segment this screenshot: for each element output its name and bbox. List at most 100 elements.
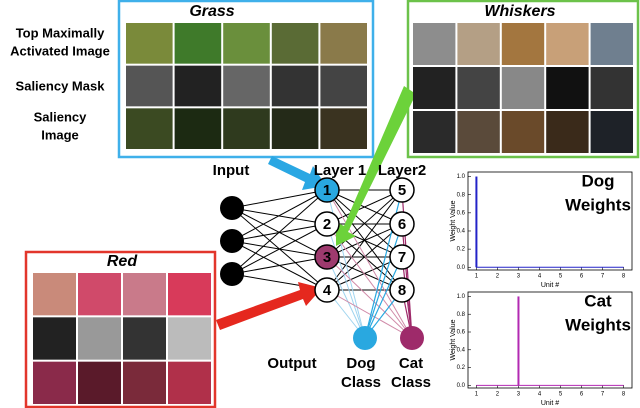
unit-label: 5 [398, 182, 406, 199]
panel-title: Grass [189, 3, 234, 20]
thumbnail [123, 273, 166, 316]
layer1-node [314, 244, 340, 270]
thumbnail [457, 67, 500, 109]
thumbnail [168, 317, 211, 360]
y-tick-label: 0.6 [457, 210, 466, 216]
y-tick-label: 0.4 [457, 229, 466, 235]
unit-label: 8 [398, 282, 406, 299]
input-node [220, 196, 244, 220]
thumbnail [546, 67, 589, 109]
x-tick-label: 2 [496, 392, 500, 398]
green-arrow [336, 86, 416, 246]
y-axis-label: Weight Value [450, 200, 457, 241]
thumbnail [413, 23, 456, 65]
edge [326, 189, 403, 291]
x-tick-label: 7 [601, 392, 605, 398]
edge [326, 256, 366, 339]
red-arrow [216, 282, 322, 330]
x-tick-label: 3 [517, 392, 521, 398]
edge [326, 189, 403, 258]
x-tick-label: 7 [601, 274, 605, 280]
x-axis-label: Unit # [541, 400, 559, 407]
thumbnail [546, 23, 589, 65]
thumbnail [123, 361, 166, 404]
thumbnail [33, 317, 76, 360]
layer2-node [389, 277, 415, 303]
thumbnail [78, 361, 121, 404]
row-label: Activated Image [10, 43, 110, 58]
edge [326, 289, 413, 339]
thumbnail [546, 111, 589, 153]
x-tick-label: 5 [559, 392, 563, 398]
x-tick-label: 6 [580, 274, 584, 280]
thumbnail [590, 23, 633, 65]
x-tick-label: 8 [622, 274, 626, 280]
thumbnail [590, 111, 633, 153]
layer1-node [314, 177, 340, 203]
thumbnail [271, 108, 319, 149]
y-tick-label: 0.8 [457, 312, 466, 318]
row-label: Top Maximally [16, 25, 105, 40]
thumbnail [174, 65, 222, 107]
row-label: Saliency [34, 109, 88, 124]
x-tick-label: 6 [580, 392, 584, 398]
y-tick-label: 0.4 [457, 347, 466, 353]
unit-label: 2 [323, 216, 331, 233]
y-tick-label: 0.2 [457, 365, 466, 371]
thumbnail [320, 23, 367, 64]
network-label: Output [267, 355, 316, 372]
content-layer: Grass Whiskers Red Top Maximally Activated I… [10, 3, 633, 407]
x-tick-label: 5 [559, 274, 563, 280]
thumbnail [501, 23, 545, 65]
thumbnail [271, 23, 319, 64]
thumbnail [174, 108, 222, 149]
thumbnail [33, 273, 76, 316]
thumbnail [123, 317, 166, 360]
edge [326, 256, 413, 339]
edge [326, 223, 366, 339]
output-node [400, 326, 424, 350]
layer1-node [314, 277, 340, 303]
y-tick-label: 1.0 [457, 174, 466, 180]
y-tick-label: 0.0 [457, 265, 466, 271]
thumbnail [271, 65, 319, 107]
x-axis-label: Unit # [541, 282, 559, 289]
x-tick-label: 2 [496, 274, 500, 280]
chart-title: Cat [584, 291, 612, 310]
thumbnail [168, 361, 211, 404]
red-panel-border [24, 250, 217, 408]
thumbnail [223, 65, 270, 107]
thumbnail [78, 273, 121, 316]
layer2-node [389, 244, 415, 270]
bar [517, 296, 520, 386]
blue-arrow [268, 156, 326, 190]
chart-title: Weights [565, 195, 631, 214]
x-tick-label: 8 [622, 392, 626, 398]
layer2-node [389, 177, 415, 203]
thumbnail [320, 108, 367, 149]
x-tick-label: 1 [475, 392, 479, 398]
row-label: Saliency Mask [16, 78, 106, 93]
thumbnail [413, 67, 456, 109]
thumbnail [174, 23, 222, 64]
network-label: Layer2 [378, 162, 426, 179]
thumbnail [78, 317, 121, 360]
output-label: Class [341, 374, 381, 391]
thumbnail [590, 67, 633, 109]
panel-title: Whiskers [484, 3, 555, 20]
thumbnail [126, 23, 173, 64]
grass-panel-border [117, 0, 375, 159]
edge [231, 189, 328, 242]
edge [231, 256, 328, 275]
unit-label: 3 [323, 249, 331, 266]
panel-title: Red [107, 253, 138, 270]
thumbnail [126, 108, 173, 149]
y-tick-label: 1.0 [457, 294, 466, 300]
y-tick-label: 0.0 [457, 383, 466, 389]
edge [231, 223, 328, 275]
edge [326, 223, 403, 291]
x-tick-label: 4 [538, 392, 542, 398]
thumbnail [457, 23, 500, 65]
thumbnail [168, 273, 211, 316]
